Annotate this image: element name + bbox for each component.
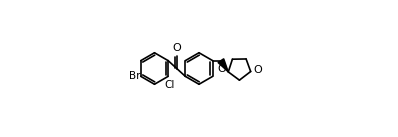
Text: O: O xyxy=(253,65,262,75)
Text: Cl: Cl xyxy=(164,81,175,90)
Polygon shape xyxy=(218,59,228,72)
Text: O: O xyxy=(172,43,181,53)
Text: O: O xyxy=(217,64,226,74)
Text: Br: Br xyxy=(129,71,140,81)
